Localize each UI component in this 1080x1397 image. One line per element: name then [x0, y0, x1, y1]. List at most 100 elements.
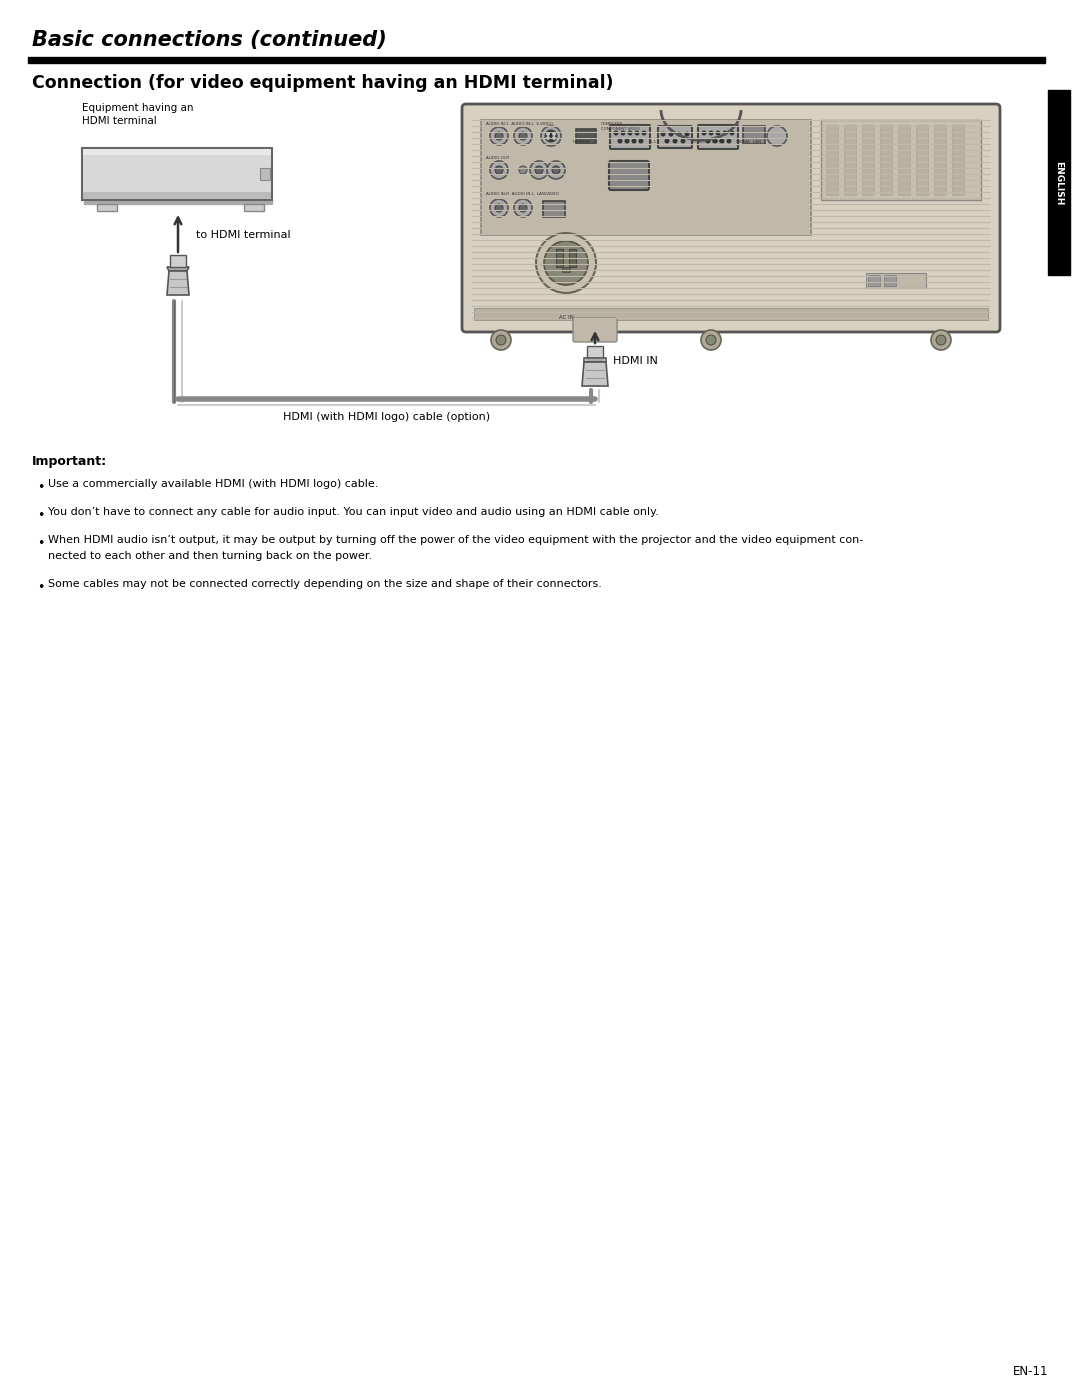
Bar	[83, 149, 271, 155]
Circle shape	[552, 166, 561, 175]
Circle shape	[535, 166, 543, 175]
Circle shape	[643, 131, 646, 134]
Text: HDMI IN: HDMI IN	[613, 356, 658, 366]
Circle shape	[713, 140, 717, 142]
Circle shape	[677, 133, 680, 136]
Bar	[168, 268, 187, 270]
Circle shape	[625, 140, 629, 142]
Circle shape	[716, 131, 719, 134]
Bar	[934, 124, 946, 196]
Bar	[885, 275, 896, 286]
Bar	[866, 272, 926, 288]
Circle shape	[490, 127, 508, 145]
Circle shape	[730, 131, 733, 134]
Polygon shape	[167, 267, 189, 271]
FancyBboxPatch shape	[610, 124, 650, 149]
Circle shape	[702, 131, 706, 134]
Circle shape	[767, 126, 787, 147]
Bar	[481, 120, 811, 235]
Polygon shape	[584, 358, 606, 362]
Circle shape	[545, 130, 557, 142]
Text: •: •	[37, 581, 44, 594]
Bar	[897, 124, 910, 196]
Bar	[843, 124, 856, 196]
Text: You don’t have to connect any cable for audio input. You can input video and aud: You don’t have to connect any cable for …	[48, 507, 659, 517]
Circle shape	[635, 131, 638, 134]
Text: Equipment having an: Equipment having an	[82, 103, 193, 113]
FancyBboxPatch shape	[698, 124, 738, 149]
Bar	[862, 124, 874, 196]
Circle shape	[618, 140, 622, 142]
Bar	[821, 120, 981, 200]
Circle shape	[629, 131, 632, 134]
Text: AUDIO IN-1  AUDIO IN-L  S-VIDEO: AUDIO IN-1 AUDIO IN-L S-VIDEO	[486, 122, 553, 126]
Bar	[543, 201, 565, 217]
Text: COMPUTER
COMPONENT VIDEO: COMPUTER COMPONENT VIDEO	[600, 122, 640, 130]
Text: Some cables may not be connected correctly depending on the size and shape of th: Some cables may not be connected correct…	[48, 578, 602, 590]
Text: •: •	[37, 509, 44, 522]
Circle shape	[553, 137, 555, 140]
Circle shape	[519, 204, 527, 212]
FancyBboxPatch shape	[658, 126, 692, 148]
Circle shape	[661, 133, 665, 136]
Circle shape	[491, 330, 511, 351]
FancyBboxPatch shape	[573, 319, 617, 342]
Text: Important:: Important:	[32, 455, 107, 468]
Text: ENGLISH: ENGLISH	[1054, 161, 1064, 205]
Circle shape	[936, 335, 946, 345]
Text: SERIAL  LAN: SERIAL LAN	[735, 140, 761, 144]
Bar	[82, 148, 272, 200]
Bar	[916, 124, 928, 196]
Circle shape	[931, 330, 951, 351]
Circle shape	[710, 131, 713, 134]
Text: AUDIO OUT: AUDIO OUT	[486, 156, 510, 161]
Text: Use a commercially available HDMI (with HDMI logo) cable.: Use a commercially available HDMI (with …	[48, 479, 378, 489]
Circle shape	[706, 140, 710, 142]
Polygon shape	[167, 271, 189, 295]
Bar	[951, 124, 964, 196]
Bar	[1048, 89, 1070, 275]
Text: •: •	[37, 481, 44, 495]
Text: to HDMI terminal: to HDMI terminal	[195, 231, 291, 240]
Text: AC IN: AC IN	[558, 314, 573, 320]
Polygon shape	[582, 362, 608, 386]
Circle shape	[519, 166, 527, 175]
Bar	[260, 168, 270, 180]
Circle shape	[514, 198, 532, 217]
Circle shape	[615, 131, 618, 134]
Text: nected to each other and then turning back on the power.: nected to each other and then turning ba…	[48, 550, 373, 562]
Circle shape	[670, 133, 673, 136]
Circle shape	[536, 233, 596, 293]
Circle shape	[546, 137, 550, 140]
Bar	[880, 124, 892, 196]
Bar	[743, 126, 765, 144]
Text: EN-11: EN-11	[1013, 1365, 1048, 1377]
Circle shape	[541, 126, 561, 147]
Circle shape	[701, 330, 721, 351]
Circle shape	[519, 131, 527, 140]
Text: Connection (for video equipment having an HDMI terminal): Connection (for video equipment having a…	[32, 74, 613, 92]
Circle shape	[681, 140, 685, 142]
Text: Basic connections (continued): Basic connections (continued)	[32, 29, 387, 50]
Circle shape	[632, 140, 636, 142]
Circle shape	[553, 133, 555, 136]
Bar	[170, 256, 186, 267]
Text: HDMI (with HDMI logo) cable (option): HDMI (with HDMI logo) cable (option)	[283, 412, 490, 422]
Circle shape	[490, 198, 508, 217]
Text: When HDMI audio isn’t output, it may be output by turning off the power of the v: When HDMI audio isn’t output, it may be …	[48, 535, 863, 545]
Circle shape	[665, 140, 669, 142]
Text: HDMI IN: HDMI IN	[573, 140, 589, 144]
Bar	[562, 267, 570, 272]
Text: •: •	[37, 536, 44, 550]
Bar	[586, 359, 604, 360]
Bar	[28, 57, 1045, 63]
Circle shape	[727, 140, 731, 142]
Circle shape	[490, 161, 508, 179]
Circle shape	[546, 161, 565, 179]
Bar	[244, 204, 264, 211]
FancyBboxPatch shape	[609, 161, 649, 190]
Bar	[83, 191, 271, 198]
Circle shape	[720, 140, 724, 142]
Circle shape	[639, 140, 643, 142]
Text: AUDIO IN-R  AUDIO IN-L  LAN/VIDEO: AUDIO IN-R AUDIO IN-L LAN/VIDEO	[486, 191, 559, 196]
